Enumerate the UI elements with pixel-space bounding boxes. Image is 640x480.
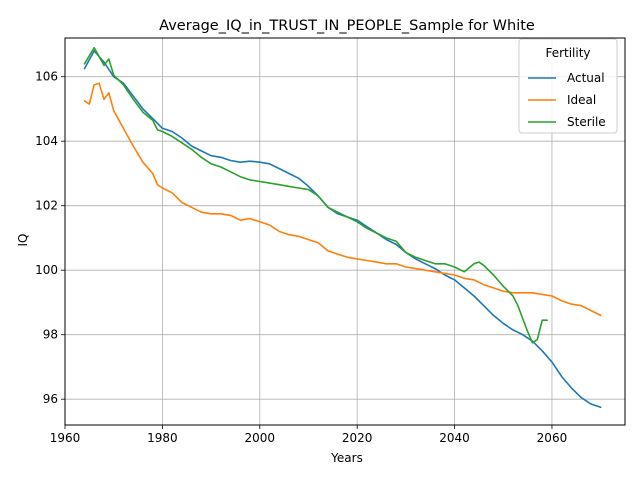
y-tick-label: 96	[43, 392, 58, 406]
x-tick-label: 2040	[439, 431, 470, 445]
x-tick-label: 2020	[342, 431, 373, 445]
plot-frame	[64, 37, 626, 426]
x-tick-label: 1960	[50, 431, 81, 445]
y-tick-label: 104	[35, 134, 58, 148]
y-axis-title: IQ	[16, 234, 30, 247]
x-axis-title: Years	[330, 451, 363, 465]
x-tick-label: 2060	[537, 431, 568, 445]
y-tick-label: 100	[35, 263, 58, 277]
y-tick-label: 106	[35, 70, 58, 84]
legend-entries: Actual Ideal Sterile	[528, 71, 606, 129]
series-line-sterile	[83, 46, 548, 344]
chart-title: Average_IQ_in_TRUST_IN_PEOPLE_Sample for…	[159, 18, 535, 34]
legend-box	[518, 38, 618, 134]
x-tick-label: 2000	[245, 431, 276, 445]
x-tick-label: 1980	[147, 431, 178, 445]
legend-label-ideal: Ideal	[567, 93, 596, 107]
legend-label-actual: Actual	[567, 71, 605, 85]
axis-ticks: 1960 1980 2000 2020 2040 2060 96 98 100 102 104 106	[35, 70, 567, 445]
series-lines	[83, 46, 602, 409]
legend-title: Fertility	[545, 46, 590, 60]
y-tick-label: 102	[35, 199, 58, 213]
legend: Fertility Actual Ideal Sterile	[518, 38, 618, 134]
grid-lines	[64, 38, 625, 425]
y-tick-label: 98	[43, 328, 58, 342]
legend-label-sterile: Sterile	[567, 115, 606, 129]
